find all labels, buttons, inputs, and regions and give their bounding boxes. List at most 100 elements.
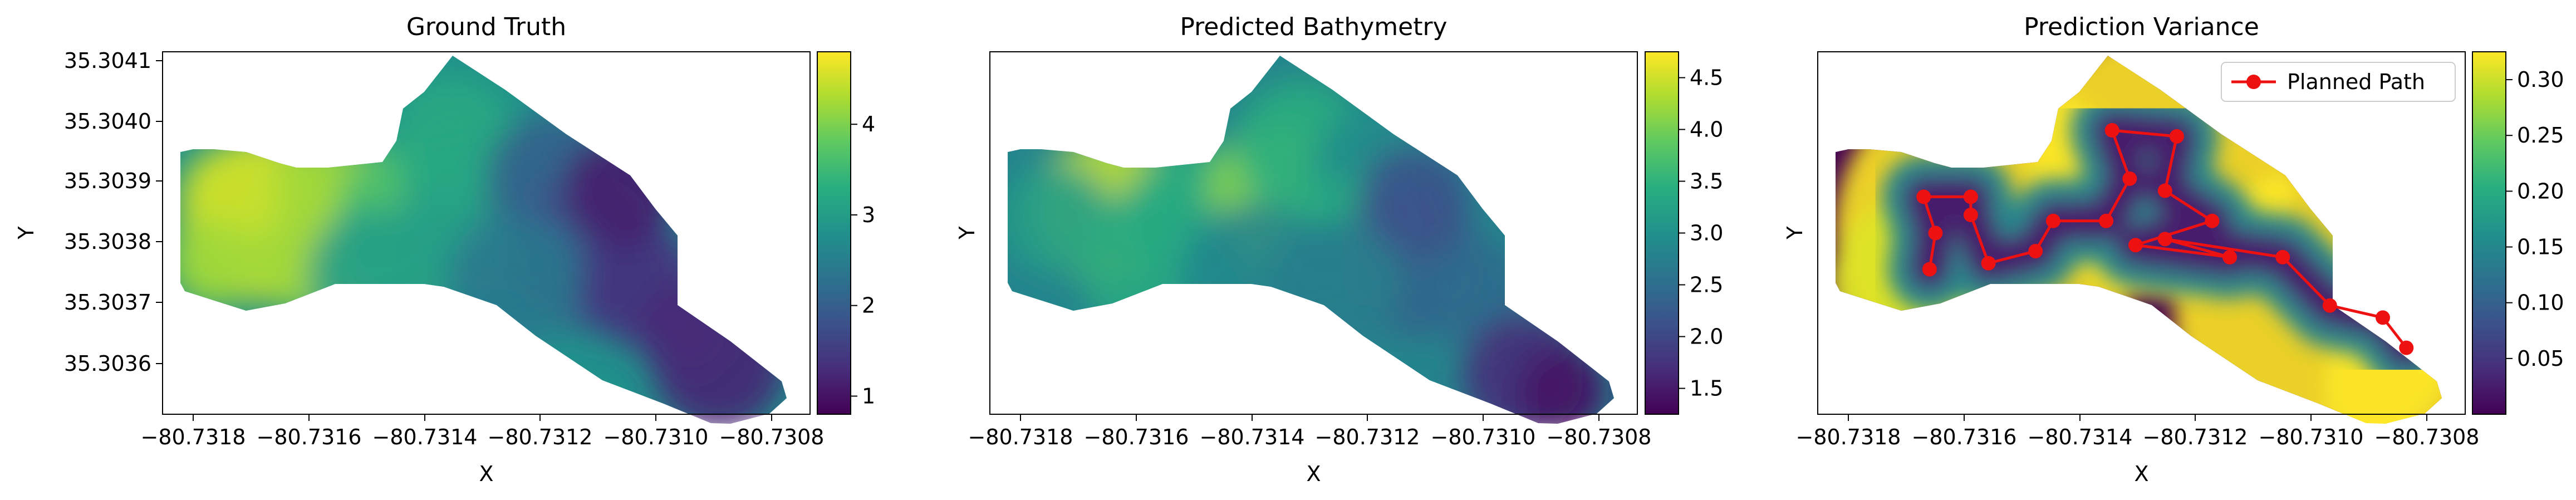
colorbar-tick-label: 0.25 (2517, 123, 2564, 148)
panel-1: Ground Truth −80.7318 −80.7316 −80.7314 −80.… (14, 13, 875, 486)
colorbar-tick-label: 0.10 (2517, 291, 2564, 315)
y-tick-label: 35.3041 (64, 48, 151, 73)
heatmap-blob (391, 74, 513, 197)
colorbar: 1.5 2.0 2.5 3.0 3.5 4.0 4.5 (1645, 51, 1723, 415)
path-waypoint (2275, 249, 2290, 264)
x-axis-label: X (1306, 462, 1321, 486)
colorbar-tick-label: 0.20 (2517, 179, 2564, 203)
colorbar-tick-label: 3.0 (1690, 221, 1723, 246)
path-waypoint (1922, 262, 1937, 277)
x-tick-label: −80.7314 (372, 425, 478, 449)
path-waypoint (1963, 207, 1978, 222)
legend-marker (2246, 75, 2261, 89)
heatmap-field (180, 56, 787, 424)
path-waypoint (2399, 340, 2414, 355)
chart-title: Prediction Variance (2024, 13, 2259, 41)
panel-2: Predicted Bathymetry −80.7318 −80.7316 −80.… (955, 13, 1723, 486)
x-tick-label: −80.7312 (1315, 425, 1420, 449)
colorbar-tick-label: 2 (862, 293, 875, 318)
colorbar-gradient (2472, 51, 2506, 415)
plot-frame (162, 51, 811, 415)
legend-label: Planned Path (2287, 70, 2425, 94)
colorbar-tick-label: 3.5 (1690, 169, 1723, 194)
x-tick-label: −80.7308 (719, 425, 825, 449)
path-waypoint (2028, 244, 2043, 259)
x-tick-label: −80.7316 (257, 425, 362, 449)
heatmap-blob (636, 280, 736, 380)
x-axis-label: X (479, 462, 493, 486)
path-waypoint (1963, 189, 1978, 204)
colorbar-tick-label: 4.5 (1690, 66, 1723, 90)
plot-frame (989, 51, 1638, 415)
x-tick-label: −80.7318 (1796, 425, 1901, 449)
x-tick-label: −80.7318 (141, 425, 246, 449)
colorbar-tick-label: 4.0 (1690, 117, 1723, 142)
colorbar-tick-label: 0.05 (2517, 346, 2564, 371)
path-waypoint (1928, 226, 1943, 241)
heatmap-field (1008, 56, 1614, 424)
y-tick-label: 35.3036 (64, 351, 151, 376)
y-axis-label: Y (955, 226, 979, 240)
x-tick-label: −80.7310 (603, 425, 709, 449)
colorbar-tick-label: 1.5 (1690, 376, 1723, 401)
x-tick-label: −80.7316 (1912, 425, 2017, 449)
y-tick-label: 35.3037 (64, 290, 151, 315)
x-tick-label: −80.7314 (1200, 425, 1305, 449)
chart-title: Ground Truth (406, 13, 566, 41)
heatmap-blob (1268, 219, 1402, 352)
x-tick-label: −80.7308 (2374, 425, 2480, 449)
chart-title: Predicted Bathymetry (1180, 13, 1447, 41)
x-tick-label: −80.7310 (2259, 425, 2364, 449)
colorbar-tick-label: 2.0 (1690, 325, 1723, 349)
colorbar-gradient (817, 51, 851, 415)
colorbar-tick-label: 3 (862, 203, 875, 227)
colorbar: 0.05 0.10 0.15 0.20 0.25 0.30 (2472, 51, 2564, 415)
legend: Planned Path (2221, 62, 2456, 102)
colorbar-tick-label: 1 (862, 384, 875, 408)
path-waypoint (2128, 238, 2143, 253)
x-tick-label: −80.7316 (1084, 425, 1189, 449)
path-waypoint (2122, 171, 2137, 186)
x-tick-label: −80.7312 (488, 425, 593, 449)
heatmap-blob (446, 213, 580, 347)
path-waypoint (2104, 123, 2119, 138)
path-waypoint (2045, 213, 2060, 228)
y-axis-label: Y (1783, 226, 1807, 240)
heatmap-blob (1357, 146, 1469, 258)
colorbar-tick-label: 4 (862, 112, 875, 136)
path-waypoint (1981, 256, 1996, 271)
legend-box (2221, 62, 2456, 102)
plot-frame (1817, 51, 2466, 415)
planned-path (1916, 123, 2414, 355)
y-tick-label: 35.3038 (64, 229, 151, 254)
y-tick-label: 35.3039 (64, 169, 151, 193)
path-waypoint (2375, 310, 2390, 325)
x-tick-label: −80.7314 (2028, 425, 2133, 449)
x-tick-label: −80.7310 (1431, 425, 1536, 449)
x-tick-label: −80.7312 (2143, 425, 2248, 449)
path-waypoint (2322, 298, 2337, 313)
x-tick-label: −80.7308 (1547, 425, 1652, 449)
y-axis-label: Y (14, 226, 38, 240)
path-waypoint (2169, 129, 2184, 144)
colorbar-tick-label: 0.15 (2517, 235, 2564, 259)
path-waypoint (2222, 249, 2238, 264)
path-waypoint (1916, 189, 1931, 204)
heatmap-blob (563, 135, 675, 247)
colorbar: 1 2 3 4 (817, 51, 875, 415)
y-tick-label: 35.3040 (64, 109, 151, 134)
path-waypoint (2205, 213, 2220, 228)
colorbar-tick-label: 2.5 (1690, 273, 1723, 297)
panel-3: Prediction Variance −80.7318 −80.7316 −80.7… (1783, 13, 2564, 486)
colorbar-tick-label: 0.30 (2517, 67, 2564, 92)
colorbar-gradient (1645, 51, 1679, 415)
heatmap-blob (1519, 347, 1608, 424)
path-waypoint (2157, 183, 2172, 198)
x-tick-label: −80.7318 (968, 425, 1073, 449)
path-waypoint (2099, 213, 2114, 228)
heatmap-blob (307, 208, 441, 341)
x-axis-label: X (2134, 462, 2148, 486)
heatmap-blob (180, 219, 257, 308)
path-waypoint (2157, 232, 2172, 247)
